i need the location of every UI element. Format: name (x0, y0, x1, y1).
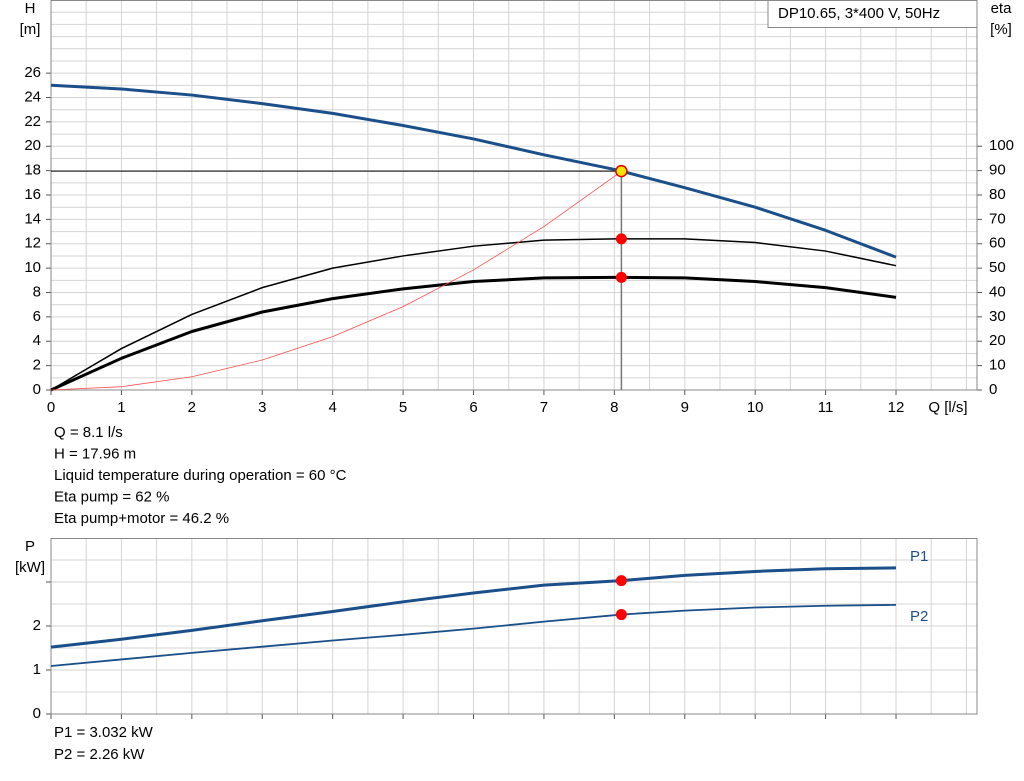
y2-tick-label: 100 (989, 137, 1014, 154)
x-tick-label: 1 (117, 399, 125, 416)
y-tick-label: 22 (24, 113, 41, 130)
y-axis-label: P (25, 538, 35, 555)
y-tick-label: 2 (33, 617, 41, 634)
series-line (50, 83, 897, 259)
y2-tick-label: 0 (989, 381, 997, 398)
series-line (50, 566, 897, 649)
x-tick-label: 7 (540, 399, 548, 416)
x-tick-label: 9 (681, 399, 689, 416)
note: Eta pump+motor = 46.2 % (54, 510, 229, 527)
y-tick-label: 12 (24, 235, 41, 252)
note: Eta pump = 62 % (54, 488, 170, 505)
x-tick-label: 11 (818, 399, 834, 416)
y2-tick-label: 20 (989, 332, 1006, 349)
y-tick-label: 0 (33, 381, 41, 398)
title-box (767, 0, 978, 28)
y-tick-label: 10 (24, 259, 41, 276)
x-tick-label: 2 (188, 399, 196, 416)
operating-point (615, 575, 627, 587)
x-tick-label: 12 (888, 399, 905, 416)
x-tick-label: 10 (747, 399, 764, 416)
y-tick-label: 1 (33, 661, 41, 678)
y-axis-unit: [kW] (15, 559, 45, 576)
y-tick-label: 16 (24, 186, 41, 203)
y-tick-label: 24 (24, 88, 41, 105)
y2-tick-label: 70 (989, 210, 1006, 227)
y2-tick-label: 40 (989, 283, 1006, 300)
operating-point (615, 271, 627, 283)
x-tick-label: 8 (610, 399, 618, 416)
y-tick-label: 4 (33, 332, 41, 349)
series-line (50, 603, 897, 667)
note: Q = 8.1 l/s (54, 424, 123, 441)
series-line (50, 238, 897, 391)
note: H = 17.96 m (54, 445, 136, 462)
note: P1 = 3.032 kW (54, 724, 154, 741)
y-tick-label: 26 (24, 64, 41, 81)
x-tick-label: 6 (469, 399, 477, 416)
series-label: P2 (910, 608, 928, 625)
y2-tick-label: 50 (989, 259, 1006, 276)
y-axis-unit: [m] (20, 21, 41, 38)
chart-title: DP10.65, 3*400 V, 50Hz (778, 5, 940, 22)
y2-tick-label: 60 (989, 235, 1006, 252)
y-tick-label: 18 (24, 162, 41, 179)
x-tick-label: 0 (47, 399, 55, 416)
x-tick-label: 3 (258, 399, 266, 416)
operating-point (615, 233, 627, 245)
series-line (50, 275, 897, 392)
y2-tick-label: 10 (989, 357, 1006, 374)
series-line (50, 170, 622, 391)
y-tick-label: 14 (24, 210, 41, 227)
plot-frame (50, 538, 978, 715)
x-axis-label: Q [l/s] (928, 399, 967, 416)
y-tick-label: 0 (33, 705, 41, 722)
plot-frame (50, 0, 978, 391)
y-tick-label: 8 (33, 283, 41, 300)
series-label: P1 (910, 548, 928, 565)
operating-point (615, 609, 627, 621)
note: P2 = 2.26 kW (54, 746, 145, 763)
note: Liquid temperature during operation = 60… (54, 467, 347, 484)
y-tick-label: 6 (33, 308, 41, 325)
x-tick-label: 5 (399, 399, 407, 416)
y2-axis-unit: [%] (990, 21, 1012, 38)
y-tick-label: 2 (33, 357, 41, 374)
y2-tick-label: 80 (989, 186, 1006, 203)
y2-tick-label: 90 (989, 162, 1006, 179)
operating-point (615, 164, 628, 178)
x-tick-label: 4 (329, 399, 337, 416)
y2-tick-label: 30 (989, 308, 1006, 325)
y-axis-label: H (25, 0, 36, 17)
y2-axis-label: eta (991, 0, 1013, 17)
y-tick-label: 20 (24, 137, 41, 154)
